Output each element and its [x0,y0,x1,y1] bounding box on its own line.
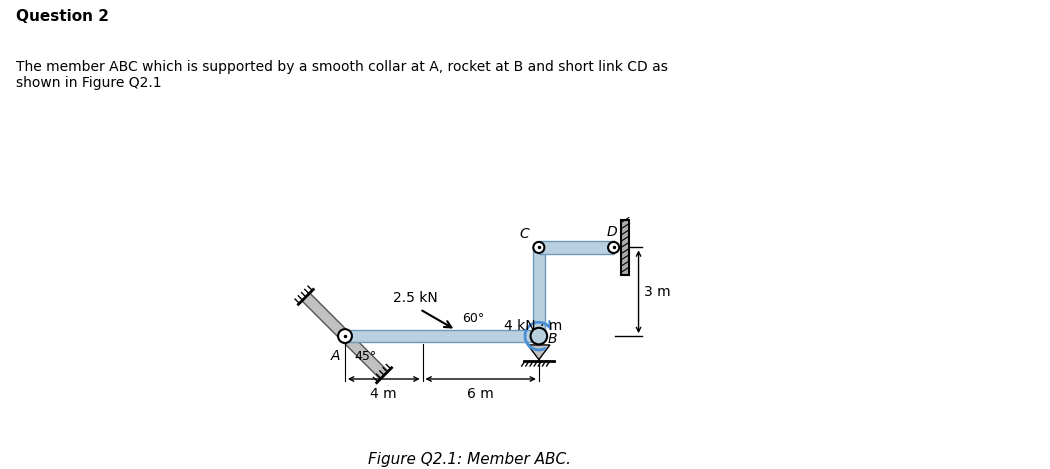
Text: B: B [548,333,558,347]
Circle shape [530,328,547,344]
Text: 4 kN · m: 4 kN · m [504,319,563,333]
Text: The member ABC which is supported by a smooth collar at A, rocket at B and short: The member ABC which is supported by a s… [16,60,668,90]
Text: 60°: 60° [462,312,484,325]
Polygon shape [532,248,545,336]
Circle shape [338,329,352,343]
Text: 45°: 45° [355,350,377,363]
Circle shape [533,242,544,253]
Text: A: A [331,348,340,363]
Polygon shape [528,345,550,360]
Text: 4 m: 4 m [371,387,397,401]
Text: D: D [607,225,617,239]
Polygon shape [345,330,539,342]
Polygon shape [539,242,613,254]
Text: 3 m: 3 m [644,285,670,299]
Text: Question 2: Question 2 [16,9,109,24]
Text: C: C [520,227,529,241]
Text: 2.5 kN: 2.5 kN [394,291,438,305]
Circle shape [608,242,619,253]
Polygon shape [302,293,388,379]
Text: Figure Q2.1: Member ABC.: Figure Q2.1: Member ABC. [369,452,571,467]
Text: 6 m: 6 m [467,387,495,401]
Bar [621,220,629,275]
